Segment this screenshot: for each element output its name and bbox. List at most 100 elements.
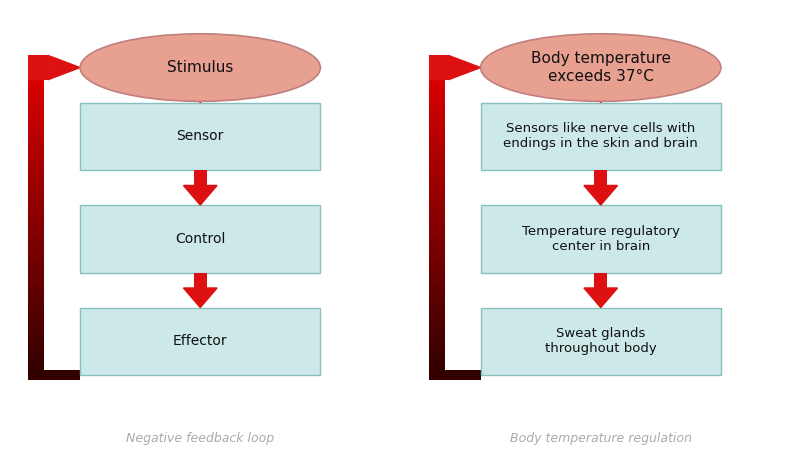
Bar [594,82,607,83]
FancyBboxPatch shape [80,205,320,273]
Bar [429,252,445,260]
Bar [429,191,445,199]
Bar [28,344,44,352]
Bar [429,206,445,214]
Bar [429,168,445,175]
Bar [429,314,445,322]
Text: Sweat glands
throughout body: Sweat glands throughout body [545,327,657,356]
Bar [429,175,445,183]
Ellipse shape [80,34,320,102]
Bar [429,98,445,106]
Text: Body temperature
exceeds 37°C: Body temperature exceeds 37°C [531,51,670,84]
FancyBboxPatch shape [80,308,320,375]
Bar [28,267,44,275]
Bar [28,306,44,314]
Bar [429,75,445,83]
Bar [429,336,445,344]
Polygon shape [584,185,618,205]
Bar [28,83,44,91]
Bar [28,68,44,75]
Bar [28,329,44,336]
Bar [429,221,445,229]
Bar [429,245,445,252]
Bar [28,214,44,221]
Bar [28,367,44,375]
Bar [28,55,48,80]
Bar [28,122,44,129]
Polygon shape [48,55,80,80]
Bar [28,237,44,244]
Bar [28,168,44,175]
Bar [429,55,449,80]
Bar [429,160,445,168]
Bar [28,370,80,380]
Bar [28,75,44,83]
Bar [28,152,44,160]
Bar [429,352,445,360]
Bar [28,98,44,106]
Bar [429,306,445,314]
Bar [28,137,44,144]
Bar [594,170,607,185]
Bar [429,137,445,144]
Bar [429,152,445,160]
Bar [429,283,445,291]
Bar [28,352,44,360]
Bar [429,83,445,91]
Bar [429,183,445,191]
Bar [28,291,44,298]
Bar [429,237,445,244]
Bar [28,114,44,122]
Bar [28,245,44,252]
Bar [28,206,44,214]
Text: Negative feedback loop: Negative feedback loop [127,432,274,445]
Bar [28,229,44,237]
Bar [429,214,445,221]
Bar [28,298,44,306]
Text: Sensors like nerve cells with
endings in the skin and brain: Sensors like nerve cells with endings in… [503,122,698,151]
FancyBboxPatch shape [481,205,721,273]
Bar [429,114,445,122]
Bar [28,106,44,114]
Bar [429,267,445,275]
Bar [429,68,445,75]
Bar [429,91,445,98]
Bar [429,106,445,114]
Bar [194,273,207,288]
Bar [429,360,445,367]
Bar [594,273,607,288]
FancyBboxPatch shape [481,103,721,170]
Bar [429,129,445,137]
Bar [429,199,445,206]
Bar [28,322,44,329]
Bar [28,360,44,367]
Bar [429,370,481,380]
FancyBboxPatch shape [481,308,721,375]
Bar [429,344,445,352]
Bar [429,322,445,329]
Bar [28,275,44,283]
Bar [28,91,44,98]
Bar [429,291,445,298]
Bar [429,260,445,267]
Polygon shape [183,185,217,205]
Text: Stimulus: Stimulus [167,60,233,75]
Bar [28,314,44,322]
Polygon shape [584,83,618,103]
Text: Temperature regulatory
center in brain: Temperature regulatory center in brain [521,225,680,253]
Text: Effector: Effector [173,334,227,349]
FancyBboxPatch shape [80,103,320,170]
Bar [28,183,44,191]
Bar [28,160,44,168]
Text: Body temperature regulation: Body temperature regulation [509,432,692,445]
Bar [28,199,44,206]
Bar [194,82,207,83]
Bar [429,329,445,336]
Bar [429,144,445,152]
Polygon shape [449,55,481,80]
Text: Control: Control [175,232,225,246]
Bar [28,260,44,267]
Bar [429,229,445,237]
Text: Sensor: Sensor [176,129,224,144]
Bar [28,191,44,199]
